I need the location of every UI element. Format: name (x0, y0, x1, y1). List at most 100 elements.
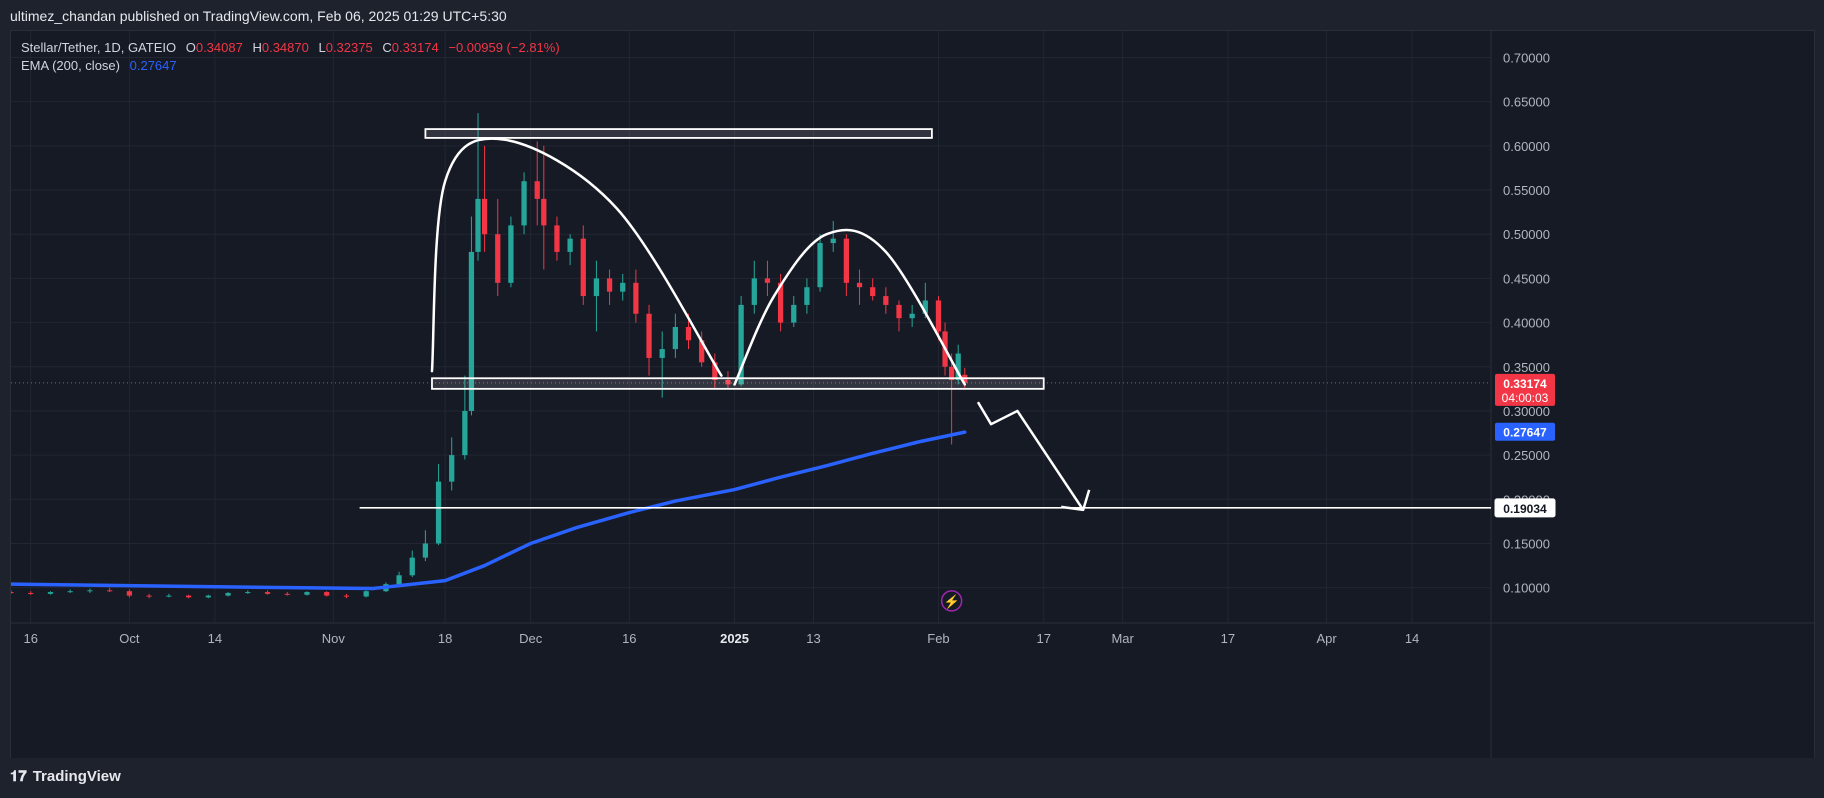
candle-body (883, 296, 889, 305)
candle-body (620, 282, 626, 292)
candle-body (659, 349, 665, 358)
candle-body (495, 234, 501, 283)
candle-body (343, 595, 350, 597)
candle-body (791, 304, 797, 323)
candle-body (817, 243, 823, 288)
footer-bar: 𝟏𝟕 TradingView (0, 758, 1824, 798)
candle-body (205, 595, 211, 598)
price-label-timer: 04:00:03 (1502, 391, 1549, 405)
legend-open-label: O (185, 40, 196, 55)
candle-body (830, 238, 836, 244)
candle-body (870, 287, 876, 297)
candle-body (580, 238, 586, 297)
legend-high-value: 0.34870 (261, 40, 309, 55)
candle-body (593, 278, 600, 297)
candle-body (633, 282, 639, 314)
candle-body (521, 181, 527, 226)
candle-body (534, 181, 540, 199)
candle-body (856, 282, 863, 288)
candle-body (725, 380, 731, 385)
candle-body (11, 592, 14, 594)
candle-body (284, 593, 290, 595)
y-tick-label: 0.65000 (1503, 95, 1550, 110)
x-tick-label: 16 (23, 631, 37, 646)
candle-body (185, 595, 192, 598)
y-tick-label: 0.10000 (1503, 581, 1550, 596)
legend-close-value: 0.33174 (391, 40, 439, 55)
candle-body (304, 592, 310, 595)
candle-body (804, 287, 810, 305)
candle-body (843, 238, 850, 283)
candle-body (481, 198, 488, 235)
legend-close-label: C (382, 40, 392, 55)
candle-body (764, 278, 771, 283)
legend-low-label: L (318, 40, 326, 55)
header-bar: ultimez_chandan published on TradingView… (0, 0, 1824, 30)
candle-body (166, 595, 172, 597)
brand-logo[interactable]: 𝟏𝟕 TradingView (10, 768, 121, 785)
candle-body (107, 590, 113, 592)
y-tick-label: 0.45000 (1503, 271, 1550, 286)
candle-body (606, 278, 613, 292)
candle-body (935, 300, 942, 332)
legend-symbol[interactable]: Stellar/Tether, 1D, GATEIO (21, 40, 177, 55)
x-tick-label: Feb (927, 631, 949, 646)
candle-body (508, 225, 514, 283)
x-tick-label: 13 (806, 631, 820, 646)
x-tick-label: 2025 (720, 631, 749, 646)
x-tick-label: Dec (519, 631, 543, 646)
price-label-badge (1495, 373, 1555, 406)
candle-body (554, 225, 560, 252)
price-label-badge (1494, 498, 1556, 518)
y-tick-label: 0.50000 (1503, 227, 1550, 242)
tradingview-logo-icon: 𝟏𝟕 (10, 768, 27, 785)
candle-body (672, 327, 678, 350)
candle-body (87, 590, 93, 592)
candle-body (712, 362, 718, 381)
x-tick-label: 14 (208, 631, 222, 646)
candle-body (47, 592, 54, 594)
candle-body (225, 592, 231, 596)
candle-body (264, 592, 271, 594)
legend-ema-label[interactable]: EMA (200, close) (21, 58, 120, 73)
legend-open-value: 0.34087 (195, 40, 243, 55)
price-label-value: 0.33174 (1503, 377, 1547, 391)
y-tick-label: 0.60000 (1503, 139, 1550, 154)
candle-body (738, 304, 744, 385)
candle-body (146, 595, 152, 597)
price-chart[interactable]: 0.70000 0.65000 0.60000 0.55000 0.50000 0.450… (11, 31, 1814, 759)
price-label-badge (1495, 422, 1555, 441)
chart-panel[interactable]: 0.70000 0.65000 0.60000 0.55000 0.50000 0.450… (10, 30, 1815, 760)
candle-body (449, 455, 455, 482)
y-tick-label: 0.25000 (1503, 448, 1550, 463)
y-tick-label: 0.35000 (1503, 360, 1550, 375)
y-tick-label: 0.55000 (1503, 183, 1550, 198)
candle-body (67, 591, 73, 593)
candle-body (324, 592, 330, 596)
y-tick-label: 0.70000 (1503, 51, 1550, 66)
y-tick-label: 0.40000 (1503, 316, 1550, 331)
candle-body (909, 313, 915, 319)
legend-high-label: H (252, 40, 262, 55)
candle-body (462, 410, 468, 456)
price-label-value: 0.27647 (1503, 426, 1547, 440)
candle-body (567, 238, 573, 252)
legend-low-value: 0.32375 (325, 40, 373, 55)
legend-change-value: −0.00959 (−2.81%) (448, 40, 560, 55)
legend-ohlc-row: Stellar/Tether, 1D, GATEIO O0.34087 H0.3… (21, 39, 560, 57)
candle-body (922, 300, 928, 314)
y-tick-label: 0.15000 (1503, 536, 1550, 551)
candle-body (409, 557, 415, 576)
projection-arrow-path (976, 401, 1085, 511)
right-arc-drawing (733, 228, 967, 386)
candle-body (646, 313, 652, 358)
candle-body (126, 591, 133, 596)
y-tick-label: 0.30000 (1503, 404, 1550, 419)
candle-body (948, 366, 955, 381)
x-tick-label: 14 (1405, 631, 1419, 646)
candle-body (777, 282, 784, 323)
candle-body (245, 592, 251, 594)
resistance-box (424, 128, 933, 139)
x-tick-label: Mar (1111, 631, 1134, 646)
brand-name: TradingView (32, 768, 121, 785)
